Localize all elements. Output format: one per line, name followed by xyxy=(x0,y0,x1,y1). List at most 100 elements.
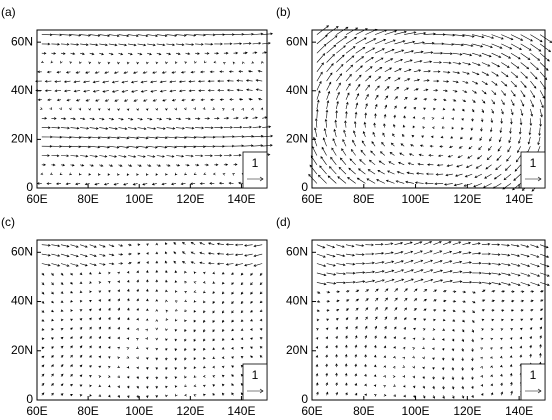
wind-vector xyxy=(118,145,130,149)
wind-vector xyxy=(491,243,501,247)
wind-vector xyxy=(165,299,168,303)
wind-vector xyxy=(204,42,214,46)
wind-vector xyxy=(89,375,92,378)
wind-vector xyxy=(136,279,140,283)
wind-vector xyxy=(70,272,73,276)
wind-vector xyxy=(223,51,229,55)
wind-vector xyxy=(413,278,424,283)
wind-vector xyxy=(422,395,426,399)
wind-vector xyxy=(491,90,497,96)
wind-vector xyxy=(499,127,503,134)
reference-box xyxy=(242,363,268,401)
wind-vector xyxy=(501,309,505,312)
wind-vector xyxy=(508,136,512,144)
wind-vector xyxy=(442,328,445,331)
wind-vector xyxy=(423,79,430,82)
wind-vector xyxy=(231,365,234,368)
wind-vector xyxy=(190,241,196,245)
wind-vector xyxy=(190,98,196,102)
wind-vector xyxy=(325,372,329,377)
wind-vector xyxy=(175,154,185,158)
wind-vector xyxy=(452,395,455,399)
wind-vector xyxy=(374,94,379,100)
wind-vector xyxy=(184,309,187,313)
wind-vector xyxy=(364,363,367,368)
wind-vector xyxy=(231,383,234,387)
wind-vector xyxy=(79,318,83,321)
wind-vector xyxy=(117,61,120,65)
wind-vector xyxy=(126,173,130,177)
wind-vector xyxy=(431,117,435,120)
wind-vector xyxy=(51,309,54,313)
wind-vector xyxy=(530,318,533,321)
wind-vector xyxy=(89,345,92,349)
wind-vector xyxy=(41,243,51,247)
wind-vector xyxy=(51,355,54,358)
wind-vector xyxy=(375,252,385,255)
wind-vector xyxy=(193,394,197,397)
wind-vector xyxy=(354,335,358,339)
wind-vector xyxy=(530,34,543,43)
wind-vector xyxy=(98,345,102,349)
wind-vector xyxy=(406,171,414,175)
wind-vector xyxy=(252,125,262,129)
wind-vector xyxy=(384,269,395,274)
wind-vector xyxy=(354,392,358,396)
wind-vector xyxy=(162,98,167,102)
wind-vector xyxy=(126,61,130,65)
wind-vector xyxy=(98,394,102,397)
wind-vector xyxy=(471,357,474,362)
wind-vector xyxy=(108,127,118,130)
wind-vector xyxy=(325,109,329,119)
wind-vector xyxy=(326,53,335,63)
wind-vector xyxy=(520,309,524,312)
wind-vector xyxy=(173,251,177,255)
wind-vector xyxy=(108,136,120,140)
wind-vector xyxy=(165,242,168,245)
wind-vector xyxy=(41,291,45,295)
wind-vector xyxy=(203,393,206,397)
wind-vector xyxy=(221,329,225,332)
wind-vector xyxy=(335,391,338,396)
x-tick-label: 140E xyxy=(227,192,255,206)
wind-vector xyxy=(326,290,331,294)
wind-vector xyxy=(490,118,494,124)
wind-vector xyxy=(507,146,512,153)
wind-vector xyxy=(474,173,483,178)
wind-vector xyxy=(84,182,90,186)
wind-vector xyxy=(240,328,244,331)
wind-vector xyxy=(51,392,54,396)
wind-vector xyxy=(59,172,63,175)
wind-vector xyxy=(439,145,444,148)
wind-vector xyxy=(137,136,149,140)
wind-vector xyxy=(433,70,441,74)
wind-vector xyxy=(423,241,433,245)
wind-vector xyxy=(155,279,159,283)
wind-vector xyxy=(410,144,415,147)
y-tick-label: 20N xyxy=(286,132,308,146)
wind-vector xyxy=(126,327,130,331)
wind-vector xyxy=(75,98,81,102)
wind-vector xyxy=(530,108,534,117)
wind-vector xyxy=(491,71,499,77)
wind-vector xyxy=(166,52,172,56)
wind-vector xyxy=(85,71,90,74)
wind-vector xyxy=(135,338,139,341)
wind-vector xyxy=(127,127,138,130)
wind-vector xyxy=(63,89,71,93)
wind-vector xyxy=(471,376,474,381)
wind-vector xyxy=(404,78,411,82)
wind-vector xyxy=(136,288,140,292)
wind-vector xyxy=(80,163,85,167)
wind-vector xyxy=(150,89,157,93)
wind-vector xyxy=(89,308,92,312)
wind-vector xyxy=(481,242,491,246)
wind-vector xyxy=(404,259,414,264)
wind-vector xyxy=(530,43,542,52)
wind-vector xyxy=(527,136,531,145)
wind-vector xyxy=(326,26,339,35)
wind-vector xyxy=(404,68,412,73)
wind-vector xyxy=(155,298,159,302)
wind-vector xyxy=(70,318,73,322)
wind-vector xyxy=(375,261,385,264)
